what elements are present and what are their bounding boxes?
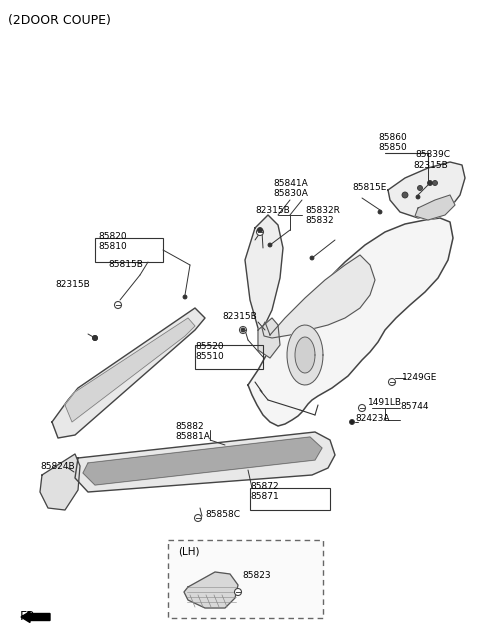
Text: 1491LB: 1491LB	[368, 398, 402, 407]
Text: FR.: FR.	[20, 610, 39, 623]
Polygon shape	[415, 195, 455, 220]
Circle shape	[241, 328, 245, 332]
Bar	[95, 238, 163, 262]
Polygon shape	[295, 337, 315, 373]
Circle shape	[257, 228, 263, 233]
Text: 82315B: 82315B	[255, 206, 290, 215]
Polygon shape	[75, 432, 335, 492]
Polygon shape	[83, 437, 322, 485]
Bar	[250, 488, 330, 510]
Circle shape	[378, 210, 382, 214]
Text: 85810: 85810	[98, 242, 127, 251]
Bar	[195, 345, 263, 369]
Text: 85815B: 85815B	[108, 260, 143, 269]
Text: 85832R: 85832R	[305, 206, 340, 215]
FancyArrow shape	[21, 611, 50, 622]
Polygon shape	[40, 454, 80, 510]
Text: 85823: 85823	[242, 571, 271, 580]
Polygon shape	[287, 325, 323, 385]
Circle shape	[235, 588, 241, 595]
Text: 1249GE: 1249GE	[402, 373, 437, 382]
FancyBboxPatch shape	[168, 540, 323, 618]
Text: 85820: 85820	[98, 232, 127, 241]
Circle shape	[183, 295, 187, 299]
Text: 85881A: 85881A	[175, 432, 210, 441]
Circle shape	[359, 404, 365, 412]
Text: 85841A: 85841A	[273, 179, 308, 188]
Polygon shape	[52, 308, 205, 438]
Text: 85860: 85860	[378, 133, 407, 142]
Polygon shape	[262, 255, 375, 338]
Circle shape	[256, 228, 264, 235]
Text: 82315B: 82315B	[55, 280, 90, 289]
Circle shape	[416, 195, 420, 199]
Circle shape	[428, 181, 432, 185]
Text: 85744: 85744	[400, 402, 429, 411]
Polygon shape	[388, 162, 465, 218]
Text: 85858C: 85858C	[205, 510, 240, 519]
Circle shape	[93, 336, 97, 341]
Circle shape	[388, 379, 396, 386]
Text: 85832: 85832	[305, 216, 334, 225]
Text: 85824B: 85824B	[40, 462, 74, 471]
Text: 85510: 85510	[195, 352, 224, 361]
Polygon shape	[248, 218, 453, 426]
Text: 82315B: 82315B	[222, 312, 257, 321]
Circle shape	[418, 185, 422, 190]
Text: 82423A: 82423A	[355, 414, 389, 423]
Polygon shape	[184, 572, 238, 608]
Text: 85815E: 85815E	[352, 183, 386, 192]
Circle shape	[194, 514, 202, 521]
Circle shape	[115, 302, 121, 309]
Text: 85850: 85850	[378, 143, 407, 152]
Polygon shape	[258, 318, 280, 358]
Text: 85871: 85871	[250, 492, 279, 501]
Circle shape	[349, 419, 355, 424]
Circle shape	[310, 256, 314, 260]
Text: (2DOOR COUPE): (2DOOR COUPE)	[8, 14, 111, 27]
Circle shape	[268, 243, 272, 247]
Circle shape	[402, 192, 408, 198]
Text: 85839C: 85839C	[415, 150, 450, 159]
Text: (LH): (LH)	[178, 546, 200, 556]
Text: 85882: 85882	[175, 422, 204, 431]
Circle shape	[240, 327, 247, 334]
Text: 82315B: 82315B	[413, 161, 448, 170]
Text: 85830A: 85830A	[273, 189, 308, 198]
Polygon shape	[245, 215, 283, 335]
Polygon shape	[65, 318, 195, 422]
Circle shape	[432, 181, 437, 185]
Circle shape	[93, 336, 97, 341]
Text: 85520: 85520	[195, 342, 224, 351]
Text: 85872: 85872	[250, 482, 278, 491]
